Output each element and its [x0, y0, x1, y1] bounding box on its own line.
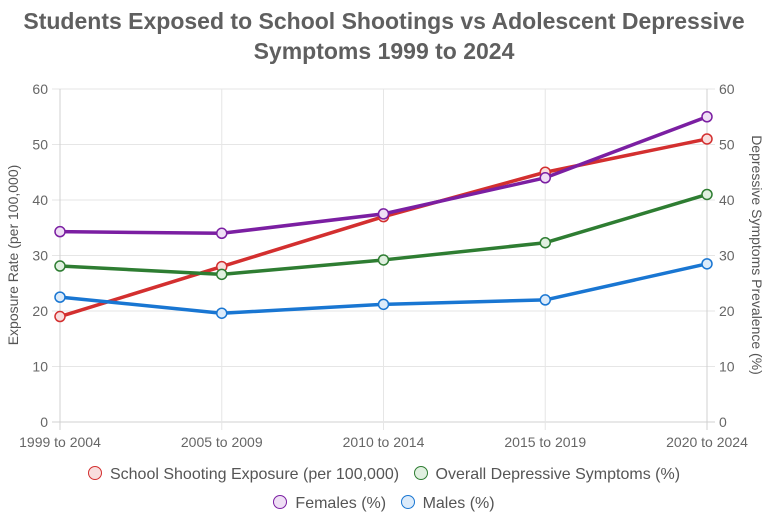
series-lines — [54, 111, 713, 323]
right-y-tick-label: 10 — [719, 359, 735, 375]
chart-title: Students Exposed to School Shootings vs … — [0, 6, 768, 66]
legend-label: Females (%) — [295, 495, 387, 512]
legend-item-overall-depressive-symptoms[interactable]: Overall Depressive Symptoms (%) — [413, 466, 681, 484]
left-y-tick-label: 40 — [32, 192, 48, 208]
data-point — [54, 260, 66, 272]
legend-item-males[interactable]: Males (%) — [400, 495, 495, 513]
data-point — [54, 225, 66, 238]
data-point — [539, 236, 551, 249]
data-point — [701, 258, 713, 270]
data-point — [216, 307, 228, 319]
data-point — [54, 291, 66, 303]
data-point — [377, 298, 390, 311]
legend-swatch-circle-icon — [87, 466, 102, 480]
data-point — [216, 227, 228, 240]
right-y-axis-ticks: 0 10 20 30 40 50 60 — [719, 81, 735, 430]
x-tick-label: 2005 to 2009 — [181, 434, 263, 450]
chart-title-line-1: Students Exposed to School Shootings vs … — [23, 8, 745, 34]
data-point — [539, 294, 551, 306]
x-tick-label: 2015 to 2019 — [504, 434, 586, 450]
legend-swatch-circle-icon — [413, 466, 428, 480]
left-y-tick-label: 50 — [32, 137, 48, 153]
left-y-tick-label: 20 — [32, 303, 48, 319]
right-y-axis-title: Depressive Symptoms Prevalence (%) — [749, 135, 765, 375]
series-2 — [54, 111, 713, 240]
x-tick-label: 2020 to 2024 — [666, 434, 748, 450]
legend-label: School Shooting Exposure (per 100,000) — [109, 466, 400, 483]
left-y-axis-ticks: 0 10 20 30 40 50 60 — [32, 81, 48, 430]
data-point — [701, 111, 713, 123]
legend-label: Males (%) — [422, 495, 495, 512]
left-y-axis-title: Exposure Rate (per 100,000) — [5, 165, 21, 346]
right-y-tick-label: 50 — [719, 137, 735, 153]
legend-label: Overall Depressive Symptoms (%) — [435, 466, 681, 483]
right-y-tick-label: 30 — [719, 248, 735, 264]
data-point — [539, 172, 551, 184]
left-y-tick-label: 0 — [40, 414, 48, 430]
legend-row-2: Females (%) Males (%) — [0, 495, 768, 513]
data-point — [377, 254, 390, 266]
data-point — [377, 208, 390, 220]
data-point — [701, 133, 713, 145]
left-y-tick-label: 10 — [32, 359, 48, 375]
legend-item-school-shooting-exposure[interactable]: School Shooting Exposure (per 100,000) — [87, 466, 400, 484]
right-y-tick-label: 40 — [719, 192, 735, 208]
right-y-tick-label: 60 — [719, 81, 735, 97]
right-y-tick-label: 20 — [719, 303, 735, 319]
data-point — [216, 268, 228, 281]
x-axis-ticks: 1999 to 2004 2005 to 2009 2010 to 2014 2015… — [19, 434, 748, 450]
legend-row-1: School Shooting Exposure (per 100,000) O… — [0, 466, 768, 484]
legend-item-females[interactable]: Females (%) — [273, 495, 386, 513]
series-1 — [54, 188, 713, 281]
legend-swatch-circle-icon — [273, 495, 288, 509]
x-tick-label: 1999 to 2004 — [19, 434, 101, 450]
left-y-tick-label: 30 — [32, 248, 48, 264]
legend-swatch-circle-icon — [400, 495, 415, 509]
x-tick-label: 2010 to 2014 — [343, 434, 425, 450]
left-y-tick-label: 60 — [32, 81, 48, 97]
chart-title-line-2: Symptoms 1999 to 2024 — [253, 38, 515, 64]
right-y-tick-label: 0 — [719, 414, 727, 430]
series-3 — [54, 258, 713, 319]
data-point — [54, 310, 66, 323]
data-point — [701, 188, 713, 201]
